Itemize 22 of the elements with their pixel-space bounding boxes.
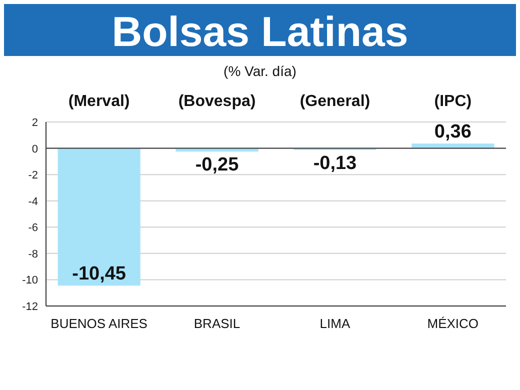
y-tick-label: -10: [22, 274, 38, 287]
x-tick-label: MÉXICO: [427, 316, 479, 331]
text: (General): [300, 93, 370, 110]
data-label: -10,45: [72, 264, 126, 285]
text: (IPC): [434, 93, 472, 110]
text: (Merval): [68, 93, 130, 110]
x-tick-label: LIMA: [320, 316, 350, 331]
y-tick-label: 2: [32, 117, 38, 129]
y-tick-label: -6: [28, 222, 38, 234]
y-tick-label: -8: [28, 248, 38, 260]
data-label: 0,36: [434, 122, 472, 143]
data-label: -0,25: [195, 154, 240, 176]
text: (Bovespa): [178, 93, 256, 110]
x-tick-label: BUENOS AIRES: [50, 316, 148, 331]
y-tick-label: -2: [28, 170, 38, 182]
y-tick-label: -12: [22, 301, 38, 313]
y-tick-label: -4: [28, 196, 38, 208]
data-label: -0,13: [313, 152, 357, 174]
y-tick-label: 0: [32, 143, 38, 156]
chart-title: Bolsas Latinas: [112, 8, 408, 55]
chart-subtitle: (% Var. día): [224, 63, 296, 79]
x-tick-label: BRASIL: [194, 316, 240, 331]
